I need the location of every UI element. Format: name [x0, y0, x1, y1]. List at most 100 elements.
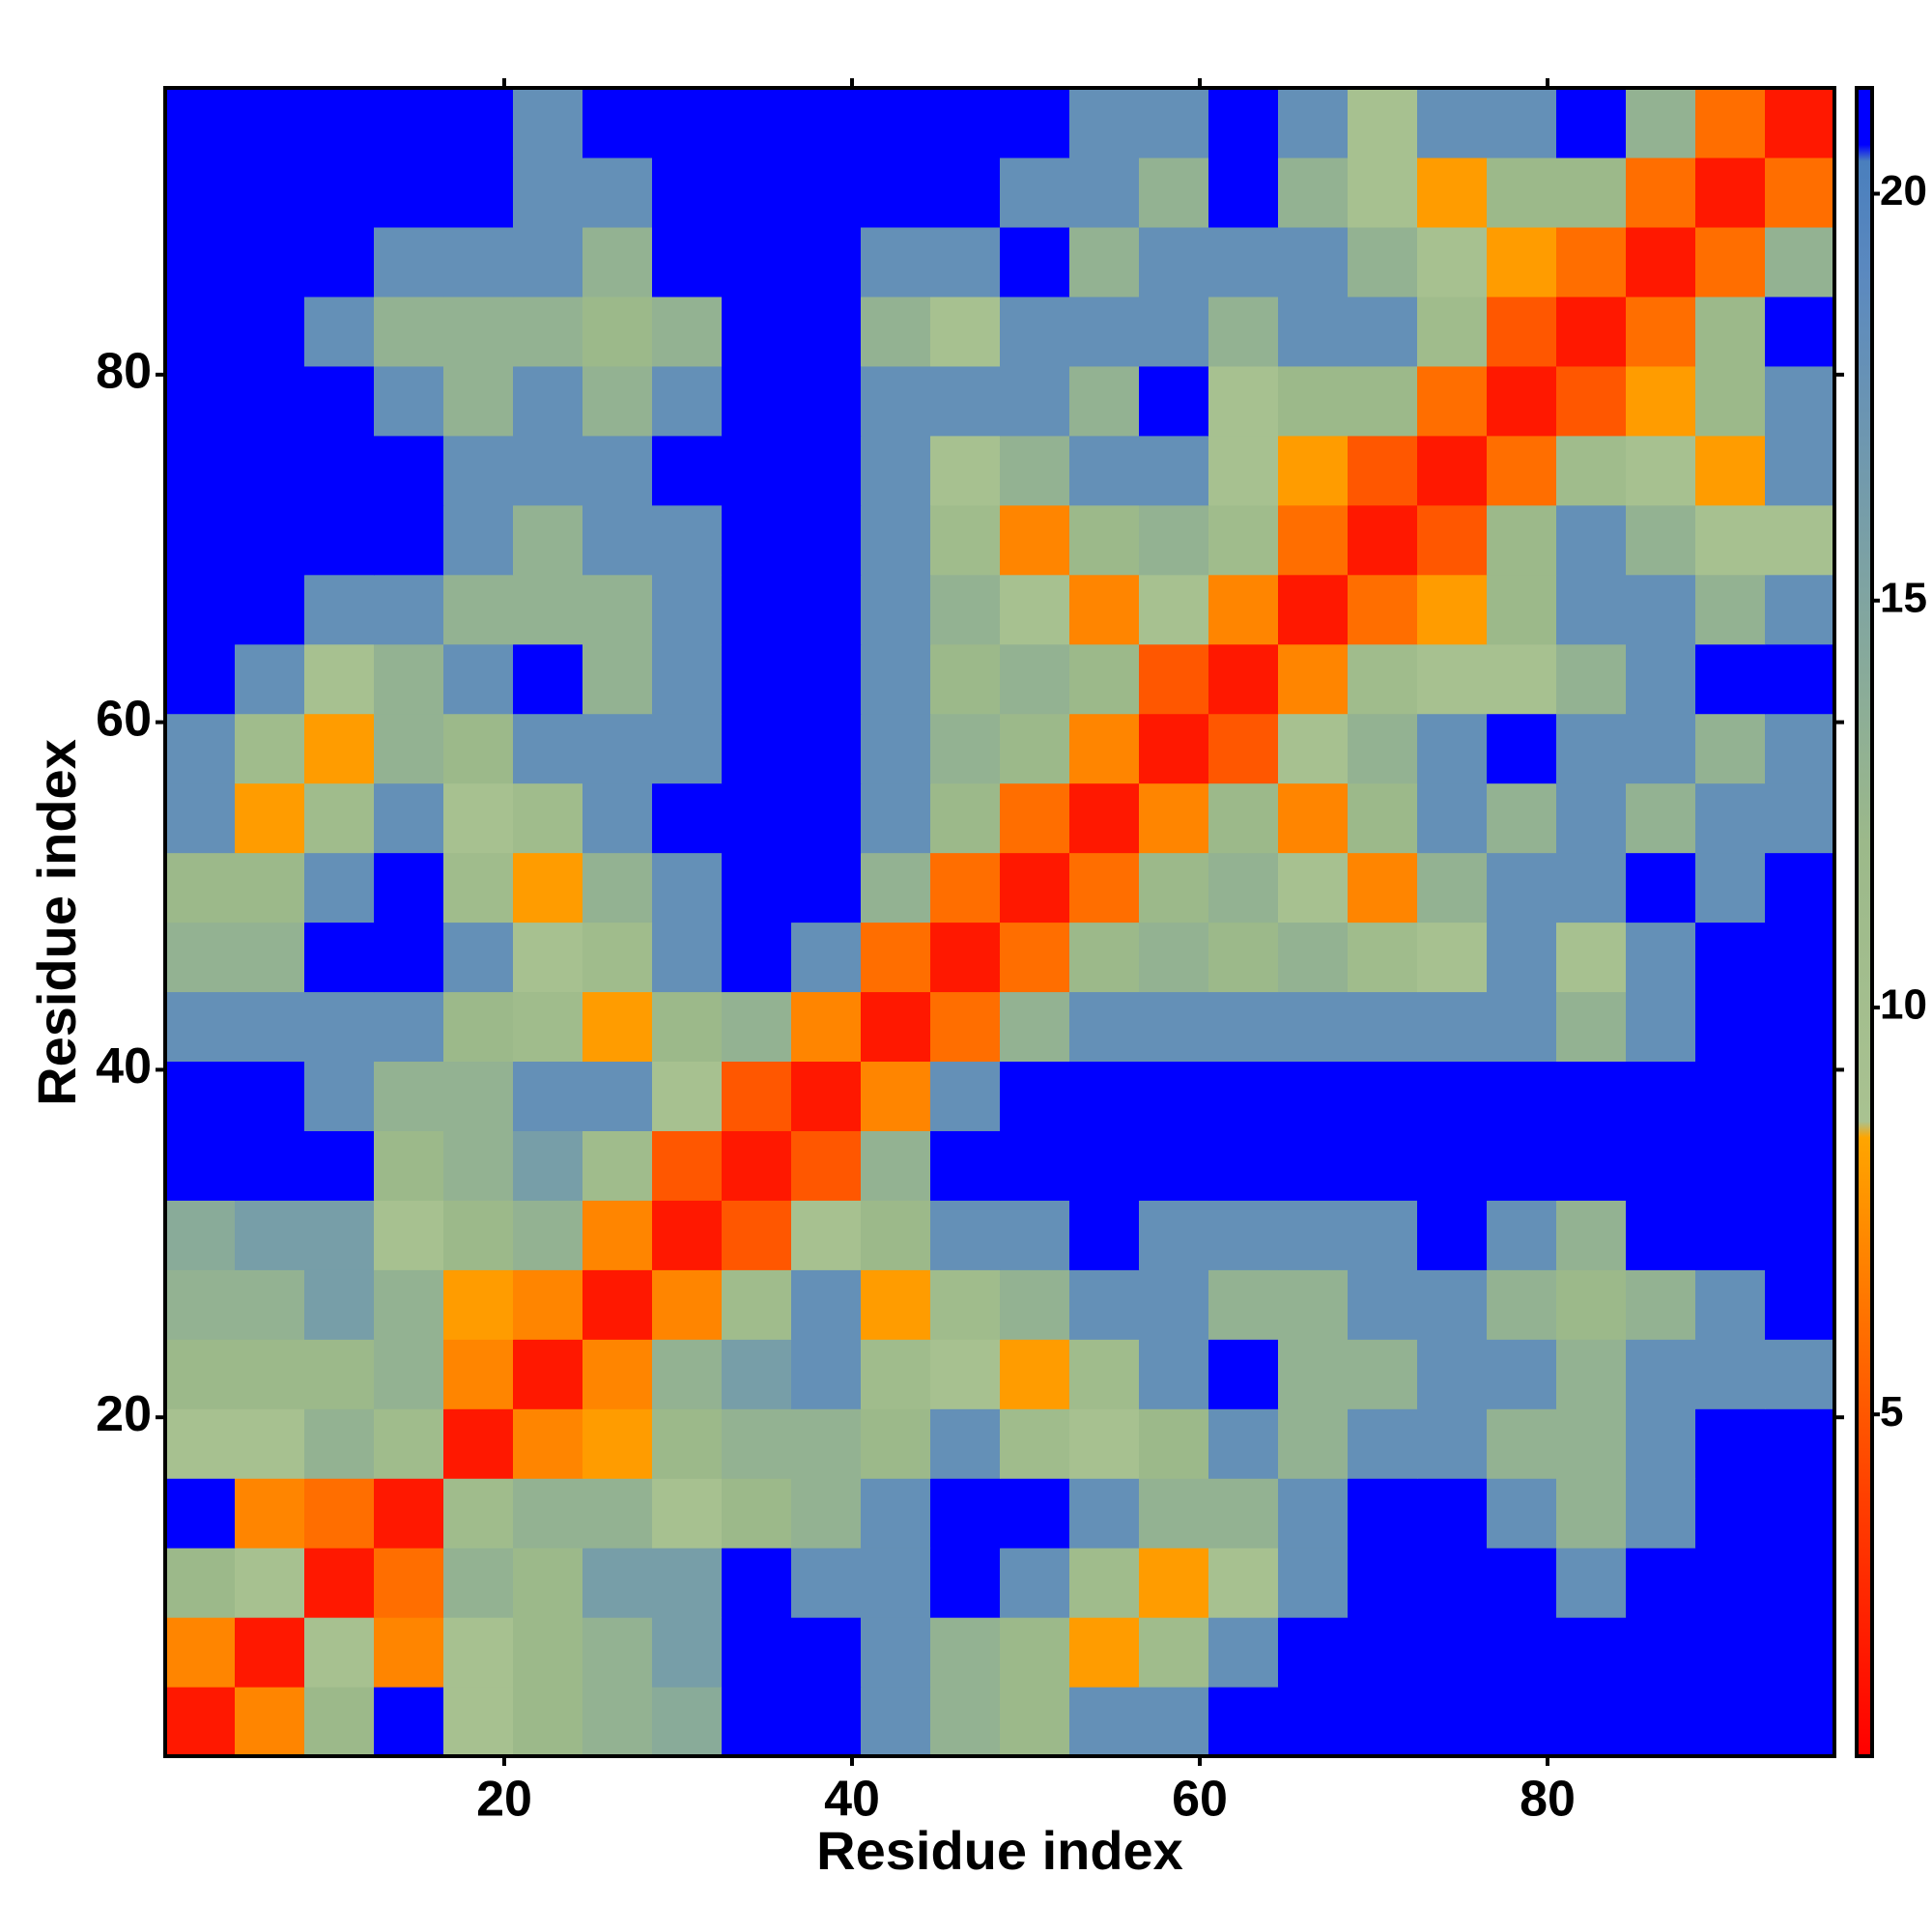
heatmap-cell	[165, 504, 236, 576]
heatmap-cell	[1765, 852, 1835, 923]
heatmap-cell	[1556, 504, 1627, 576]
heatmap-cell	[1695, 1200, 1766, 1270]
heatmap-cell	[1556, 1269, 1627, 1340]
heatmap-cell	[1278, 991, 1349, 1063]
heatmap-cell	[1278, 713, 1349, 784]
colorbar	[1855, 86, 1874, 1758]
heatmap-cell	[1417, 1408, 1488, 1479]
heatmap-cell	[582, 156, 653, 228]
heatmap-cell	[930, 574, 1001, 645]
heatmap-cell	[1278, 156, 1349, 228]
heatmap-cell	[1000, 1130, 1070, 1201]
heatmap-cell	[791, 226, 862, 298]
heatmap-cell	[791, 1548, 862, 1618]
heatmap-cell	[930, 365, 1001, 437]
heatmap-cell	[930, 1687, 1001, 1757]
heatmap-cell	[1278, 1339, 1349, 1409]
heatmap-cell	[374, 1617, 444, 1688]
heatmap-cell	[165, 226, 236, 298]
heatmap-cell	[652, 296, 723, 367]
heatmap-cell	[1556, 296, 1627, 367]
heatmap-cell	[791, 1061, 862, 1131]
heatmap-cell	[1695, 852, 1766, 923]
heatmap-cell	[861, 713, 931, 784]
heatmap-cell	[1695, 1269, 1766, 1340]
heatmap-cell	[1487, 435, 1557, 506]
heatmap-cell	[1695, 156, 1766, 228]
heatmap-cell	[513, 88, 583, 158]
heatmap-cell	[513, 922, 583, 993]
heatmap-cell	[1765, 1548, 1835, 1618]
x-axis-title: Residue index	[816, 1820, 1183, 1881]
heatmap-cell	[1765, 156, 1835, 228]
heatmap-cell	[722, 991, 792, 1063]
heatmap-cell	[582, 713, 653, 784]
heatmap-cell	[1556, 88, 1627, 158]
heatmap-cell	[1348, 922, 1418, 993]
heatmap-cell	[1487, 1408, 1557, 1479]
heatmap-cell	[930, 1478, 1001, 1548]
heatmap-cell	[861, 1339, 931, 1409]
heatmap-cell	[1556, 1408, 1627, 1479]
heatmap-cell	[722, 156, 792, 228]
heatmap-cell	[1556, 1061, 1627, 1131]
heatmap-cell	[652, 1478, 723, 1548]
heatmap-cell	[791, 504, 862, 576]
heatmap-cell	[791, 365, 862, 437]
heatmap-cell	[1695, 504, 1766, 576]
heatmap-cell	[1000, 1269, 1070, 1340]
heatmap-cell	[374, 713, 444, 784]
heatmap-cell	[1487, 782, 1557, 854]
heatmap-cell	[513, 296, 583, 367]
heatmap-cell	[374, 782, 444, 854]
heatmap-cell	[1069, 782, 1140, 854]
heatmap-cell	[1626, 1478, 1696, 1548]
heatmap-cell	[374, 504, 444, 576]
heatmap-cell	[1487, 504, 1557, 576]
heatmap-cell	[1695, 435, 1766, 506]
heatmap-cell	[1626, 504, 1696, 576]
heatmap-cell	[1556, 991, 1627, 1063]
heatmap-cell	[374, 922, 444, 993]
heatmap-cell	[1139, 782, 1209, 854]
heatmap-cell	[165, 713, 236, 784]
heatmap-cell	[1208, 1339, 1279, 1409]
heatmap-cell	[1695, 1408, 1766, 1479]
heatmap-cell	[443, 1339, 514, 1409]
heatmap-cell	[1556, 1687, 1627, 1757]
heatmap-cell	[304, 435, 375, 506]
heatmap-cell	[1765, 1269, 1835, 1340]
heatmap-cell	[722, 643, 792, 715]
heatmap-cell	[1278, 1478, 1349, 1548]
heatmap-cell	[304, 991, 375, 1063]
heatmap-cell	[443, 1548, 514, 1618]
heatmap-cell	[1069, 1130, 1140, 1201]
colorbar-tick-label: 20	[1880, 167, 1927, 214]
heatmap-cell	[374, 1339, 444, 1409]
heatmap-cell	[1069, 1200, 1140, 1270]
heatmap-cell	[235, 643, 305, 715]
heatmap-cell	[304, 296, 375, 367]
heatmap-cell	[1765, 991, 1835, 1063]
heatmap-cell	[791, 1617, 862, 1688]
heatmap-cell	[930, 156, 1001, 228]
heatmap-cell	[1000, 991, 1070, 1063]
heatmap-cell	[1487, 1478, 1557, 1548]
heatmap-cell	[1765, 922, 1835, 993]
y-tick-label: 80	[96, 344, 152, 400]
heatmap-cell	[1556, 643, 1627, 715]
heatmap-cell	[582, 1130, 653, 1201]
heatmap-cell	[1208, 88, 1279, 158]
heatmap-cell	[1765, 365, 1835, 437]
heatmap-cell	[861, 435, 931, 506]
heatmap-cell	[582, 1200, 653, 1270]
heatmap-cell	[1208, 296, 1279, 367]
heatmap-cell	[235, 88, 305, 158]
heatmap-cell	[1417, 852, 1488, 923]
heatmap-cell	[304, 1339, 375, 1409]
heatmap-cell	[1417, 1269, 1488, 1340]
heatmap-cell	[791, 156, 862, 228]
heatmap-cell	[1348, 1339, 1418, 1409]
heatmap-cell	[235, 782, 305, 854]
heatmap-cell	[652, 504, 723, 576]
